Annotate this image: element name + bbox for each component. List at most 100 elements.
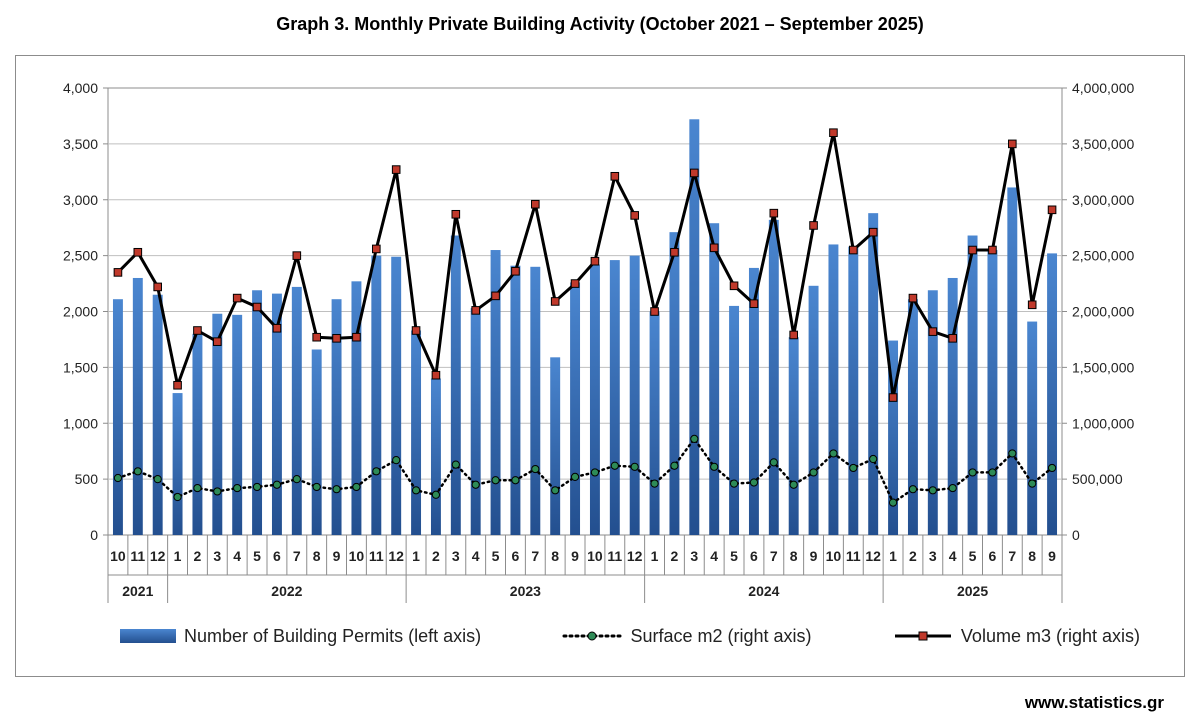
surface-point: [213, 487, 222, 496]
bar-permits: [609, 260, 620, 535]
legend-volume: Volume m3 (right axis): [893, 626, 1140, 647]
month-label: 5: [730, 548, 738, 564]
month-label: 4: [233, 548, 241, 564]
volume-point: [491, 291, 500, 301]
bar-permits: [888, 340, 899, 535]
month-label: 3: [213, 548, 221, 564]
volume-point: [113, 268, 123, 277]
volume-point: [650, 307, 659, 316]
volume-point: [312, 332, 321, 342]
surface-point: [948, 483, 957, 493]
right-axis-label: 0: [1072, 527, 1080, 543]
left-axis-label: 1,500: [63, 359, 98, 375]
left-axis-label: 4,000: [63, 80, 98, 96]
volume-point: [471, 306, 480, 315]
surface-point: [670, 461, 679, 470]
legend-dotted-line-swatch: [562, 631, 622, 641]
month-label: 8: [790, 548, 798, 564]
volume-point: [988, 245, 997, 255]
month-label: 10: [349, 548, 365, 564]
bar-permits: [291, 286, 302, 535]
month-label: 3: [690, 548, 698, 564]
surface-point: [729, 479, 739, 488]
month-label: 5: [969, 548, 977, 564]
bar-permits: [1027, 321, 1038, 535]
legend-volume-label: Volume m3 (right axis): [960, 625, 1140, 646]
volume-point: [511, 266, 520, 276]
right-axis-label: 500,000: [1072, 471, 1123, 487]
bar-permits: [391, 256, 402, 535]
surface-point: [769, 458, 778, 467]
month-label: 1: [889, 548, 897, 564]
month-label: 6: [750, 548, 758, 564]
left-axis-label: 2,500: [63, 248, 98, 264]
surface-point: [352, 482, 361, 492]
volume-point: [749, 299, 759, 308]
volume-point: [570, 279, 580, 288]
month-label: 11: [369, 548, 384, 564]
surface-point: [372, 467, 381, 476]
volume-point: [531, 199, 540, 209]
bar-permits: [430, 378, 441, 535]
bar-permits: [947, 277, 958, 535]
month-label: 5: [492, 548, 500, 564]
bar-permits: [907, 299, 918, 535]
legend-permits: Number of Building Permits (left axis): [120, 626, 481, 647]
bar-permits: [152, 294, 163, 535]
bar-permits: [729, 305, 740, 535]
bar-permits: [510, 265, 521, 535]
volume-point: [729, 281, 739, 291]
volume-point: [411, 326, 421, 335]
month-label: 11: [130, 548, 145, 564]
surface-point: [272, 480, 282, 489]
volume-point: [1047, 205, 1057, 215]
bar-permits: [788, 337, 799, 535]
month-label: 9: [571, 548, 579, 564]
surface-point: [133, 467, 142, 476]
month-label: 2: [671, 548, 679, 564]
right-axis-label: 1,000,000: [1072, 415, 1134, 431]
volume-point: [133, 247, 143, 257]
surface-point: [1008, 449, 1017, 458]
legend-surface: Surface m2 (right axis): [562, 626, 812, 647]
month-label: 12: [865, 548, 881, 564]
month-label: 1: [412, 548, 420, 564]
surface-point: [829, 449, 838, 458]
month-label: 10: [587, 548, 603, 564]
source-url: www.statistics.gr: [1024, 693, 1164, 712]
volume-point: [690, 168, 699, 178]
month-label: 4: [949, 548, 957, 564]
month-label: 8: [1028, 548, 1036, 564]
bar-permits: [1047, 253, 1058, 535]
bar-permits: [530, 266, 541, 535]
surface-point: [789, 480, 798, 489]
surface-point: [968, 468, 977, 477]
bar-permits: [172, 393, 183, 535]
bar-permits: [550, 357, 561, 535]
legend-bar-swatch: [120, 629, 176, 643]
right-axis-label: 1,500,000: [1072, 359, 1134, 375]
month-label: 7: [770, 548, 778, 564]
month-label: 10: [110, 548, 126, 564]
surface-point: [292, 475, 301, 484]
bar-permits: [132, 277, 143, 535]
volume-point: [272, 323, 282, 333]
surface-point: [988, 468, 997, 477]
volume-point: [332, 334, 341, 343]
right-axis-label: 2,500,000: [1072, 248, 1134, 264]
year-label: 2021: [122, 583, 153, 599]
volume-point: [709, 243, 719, 253]
month-label: 4: [472, 548, 480, 564]
left-axis-label: 0: [90, 527, 98, 543]
volume-point: [968, 245, 977, 255]
bar-permits: [669, 232, 680, 535]
bar-permits: [252, 290, 263, 535]
surface-point: [710, 462, 719, 471]
left-axis-label: 2,000: [63, 304, 98, 320]
surface-point: [551, 486, 560, 495]
month-label: 2: [194, 548, 202, 564]
left-axis-label: 1,000: [63, 415, 98, 431]
volume-point: [590, 256, 600, 266]
month-label: 9: [1048, 548, 1056, 564]
bar-permits: [371, 255, 382, 535]
